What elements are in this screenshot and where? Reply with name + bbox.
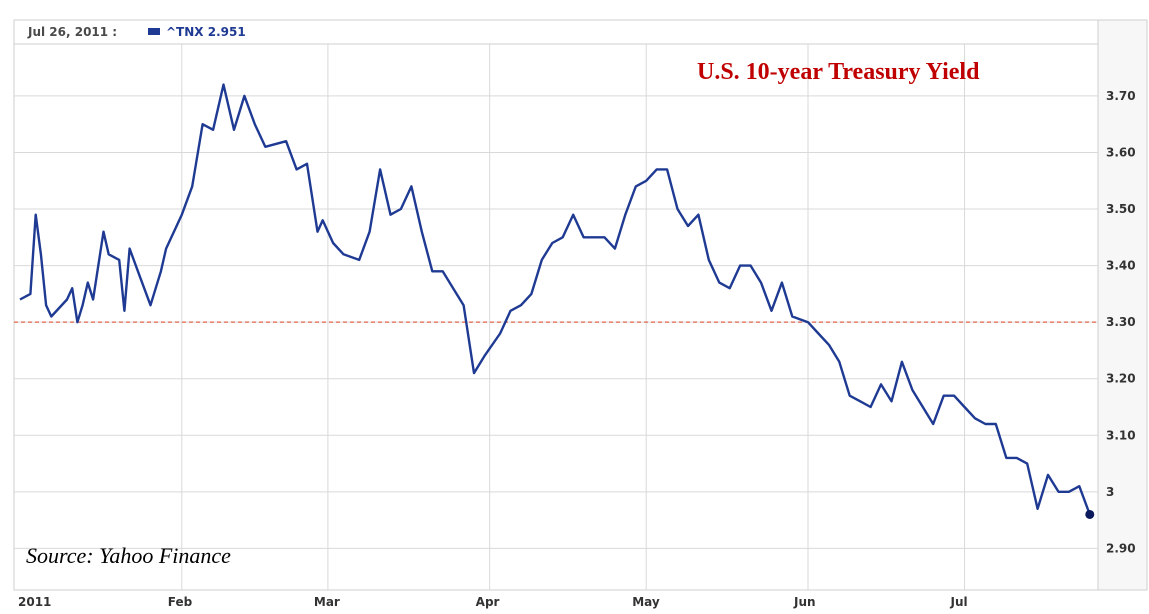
x-tick-label: Apr — [476, 595, 500, 609]
last-point-marker — [1085, 509, 1095, 519]
header-series-value: ^TNX 2.951 — [166, 25, 246, 39]
y-tick-label: 3.40 — [1106, 259, 1136, 273]
y-tick-labels: 2.90 3 3.10 3.20 3.30 3.40 3.50 3.60 3.70 — [1106, 89, 1136, 556]
source-annotation: Source: Yahoo Finance — [26, 543, 231, 568]
y-tick-label: 3.60 — [1106, 145, 1136, 159]
y-tick-label: 3.10 — [1106, 428, 1136, 442]
y-tick-label: 2.90 — [1106, 541, 1136, 555]
y-tick-label: 3.20 — [1106, 372, 1136, 386]
x-tick-label: Jun — [793, 595, 816, 609]
chart-title: U.S. 10-year Treasury Yield — [697, 59, 980, 85]
x-tick-label: Feb — [168, 595, 193, 609]
y-axis-panel — [1097, 19, 1148, 591]
x-tick-labels: 2011 Feb Mar Apr May Jun Jul — [18, 595, 968, 609]
y-tick-label: 3.70 — [1106, 89, 1136, 103]
header-date: Jul 26, 2011 : — [27, 25, 117, 39]
series-legend-swatch — [148, 28, 160, 35]
grid-lines — [14, 44, 1098, 590]
x-tick-label: 2011 — [18, 595, 51, 609]
x-tick-label: Jul — [950, 595, 968, 609]
series-line — [19, 83, 1091, 515]
x-tick-label: May — [632, 595, 660, 609]
x-tick-label: Mar — [314, 595, 340, 609]
y-tick-label: 3.50 — [1106, 202, 1136, 216]
y-tick-label: 3 — [1106, 485, 1114, 499]
y-tick-label: 3.30 — [1106, 315, 1136, 329]
series-layer — [19, 83, 1095, 519]
